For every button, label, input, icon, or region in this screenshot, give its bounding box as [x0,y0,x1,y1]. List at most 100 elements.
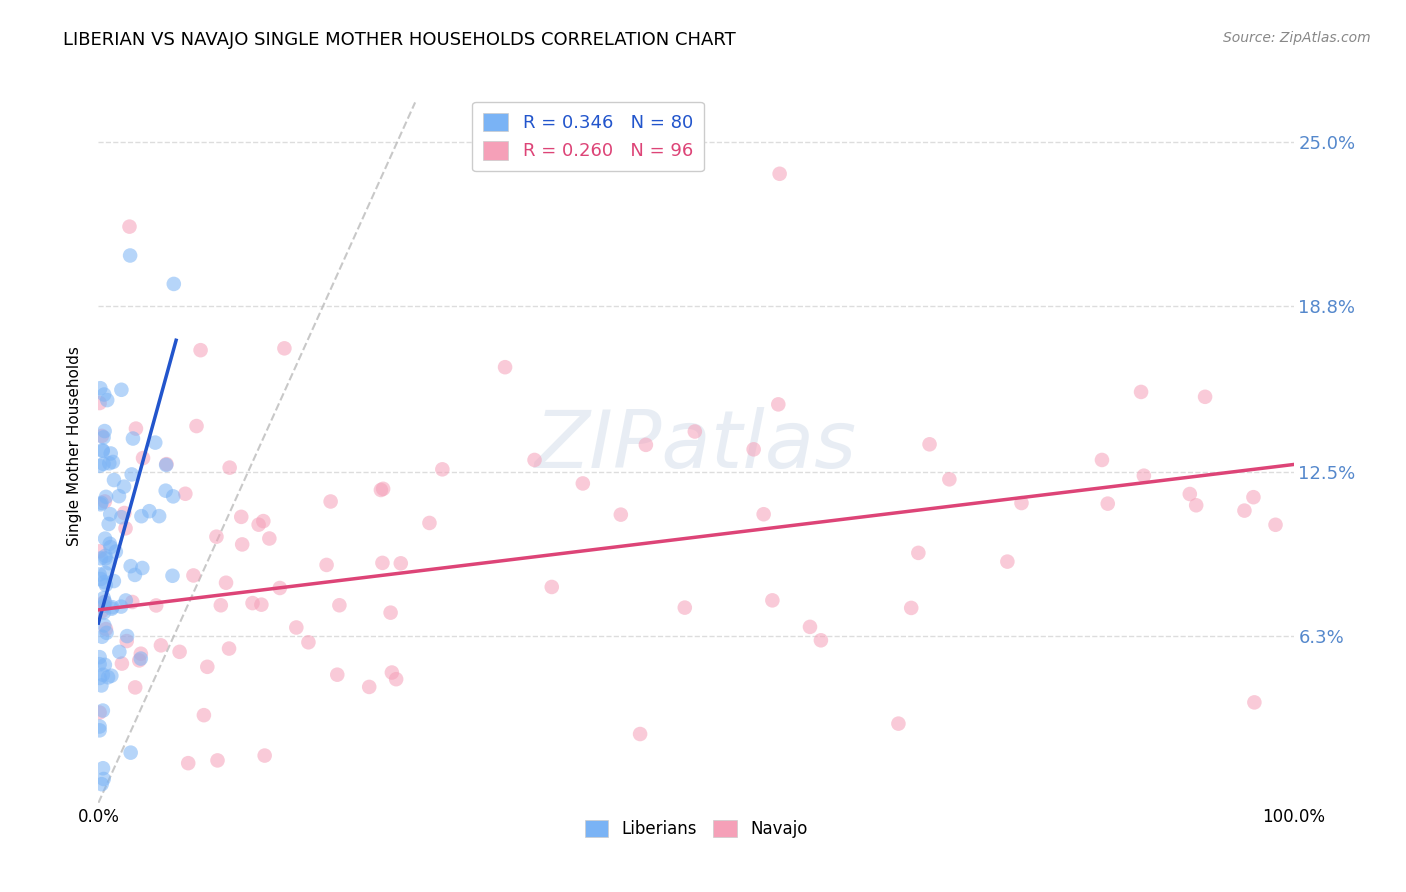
Point [628,727,651,741]
Point [103,473,125,487]
Point [218,641,240,656]
Point [155,458,177,472]
Point [91,444,114,458]
Point [91,630,114,644]
Point [129,647,152,661]
Point [752,508,775,522]
Point [93,606,115,620]
Point [114,593,136,607]
Point [93,430,115,444]
Point [231,509,253,524]
Point [1194,390,1216,404]
Point [1133,468,1156,483]
Point [94,549,117,563]
Point [103,574,125,588]
Point [94,657,117,672]
Point [328,599,350,613]
Point [177,756,200,771]
Point [110,599,132,614]
Point [389,557,412,571]
Point [761,593,783,607]
Point [100,601,122,615]
Point [155,457,177,471]
Point [385,672,408,686]
Point [673,600,696,615]
Point [96,393,118,408]
Point [89,719,111,733]
Text: ZIPatlas: ZIPatlas [534,407,858,485]
Point [128,653,150,667]
Point [938,472,960,486]
Point [93,457,115,471]
Point [93,599,115,613]
Point [93,591,115,606]
Point [121,595,143,609]
Point [89,650,111,665]
Point [285,620,308,634]
Point [108,489,131,503]
Point [129,651,152,665]
Point [1091,453,1114,467]
Point [523,453,546,467]
Point [381,665,404,680]
Point [169,645,191,659]
Point [907,546,929,560]
Point [91,704,114,718]
Point [94,532,117,546]
Point [93,387,115,401]
Point [90,678,112,692]
Point [110,383,132,397]
Point [108,645,131,659]
Point [183,568,205,582]
Point [163,277,186,291]
Point [250,598,273,612]
Point [162,568,184,582]
Point [207,753,229,767]
Point [93,772,115,786]
Point [418,516,440,530]
Point [1130,384,1153,399]
Point [90,496,112,510]
Point [205,530,228,544]
Point [101,455,124,469]
Point [104,544,127,558]
Point [218,460,240,475]
Point [98,456,121,470]
Point [1178,487,1201,501]
Point [252,514,274,528]
Point [162,489,184,503]
Point [93,595,115,609]
Point [94,551,117,566]
Point [114,521,136,535]
Point [124,681,146,695]
Point [131,561,153,575]
Point [799,620,821,634]
Point [370,483,392,497]
Point [768,167,790,181]
Point [155,483,177,498]
Point [610,508,633,522]
Point [100,669,122,683]
Point [94,595,117,609]
Point [97,670,120,684]
Point [89,458,111,473]
Point [111,657,134,671]
Point [190,343,212,358]
Point [209,599,232,613]
Point [91,761,114,775]
Point [89,657,111,672]
Point [90,572,112,586]
Point [1097,497,1119,511]
Point [98,556,121,570]
Point [253,748,276,763]
Point [91,667,114,681]
Point [900,601,922,615]
Point [1243,695,1265,709]
Text: Source: ZipAtlas.com: Source: ZipAtlas.com [1223,31,1371,45]
Point [94,578,117,592]
Point [94,566,117,580]
Point [995,555,1018,569]
Point [89,723,111,738]
Point [110,510,132,524]
Point [90,604,112,618]
